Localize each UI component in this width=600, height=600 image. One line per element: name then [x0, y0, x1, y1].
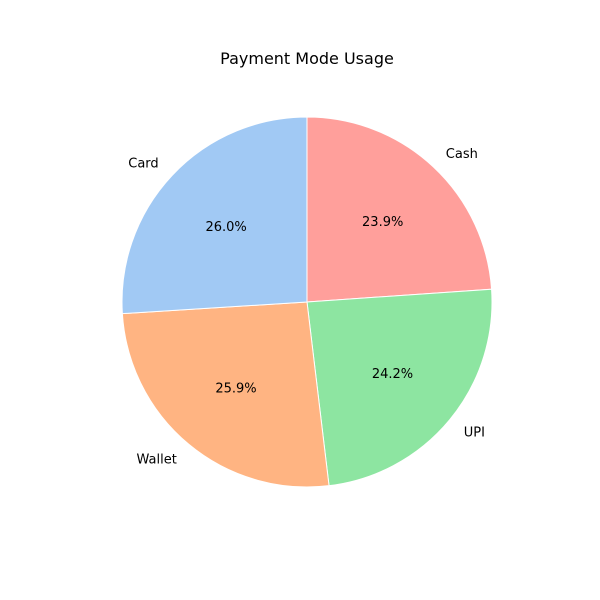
- slice-label-wallet: Wallet: [136, 452, 176, 467]
- chart-title: Payment Mode Usage: [220, 49, 394, 68]
- slice-label-cash: Cash: [446, 147, 478, 162]
- percent-label-cash: 23.9%: [362, 215, 403, 230]
- pie-slice-wallet: [121, 301, 330, 488]
- slice-label-card: Card: [128, 157, 158, 172]
- pie-slice-cash: [306, 116, 493, 303]
- pie-slices: [121, 116, 493, 488]
- pie-slice-card: [121, 116, 308, 315]
- percent-label-card: 26.0%: [205, 220, 246, 235]
- percent-label-wallet: 25.9%: [215, 381, 256, 396]
- pie-slice-upi: [306, 288, 493, 487]
- slice-label-upi: UPI: [464, 426, 485, 441]
- percent-label-upi: 24.2%: [372, 367, 413, 382]
- pie-labels: Cash 23.9% UPI 24.2% Wallet 25.9% Card 26.0%: [128, 147, 485, 467]
